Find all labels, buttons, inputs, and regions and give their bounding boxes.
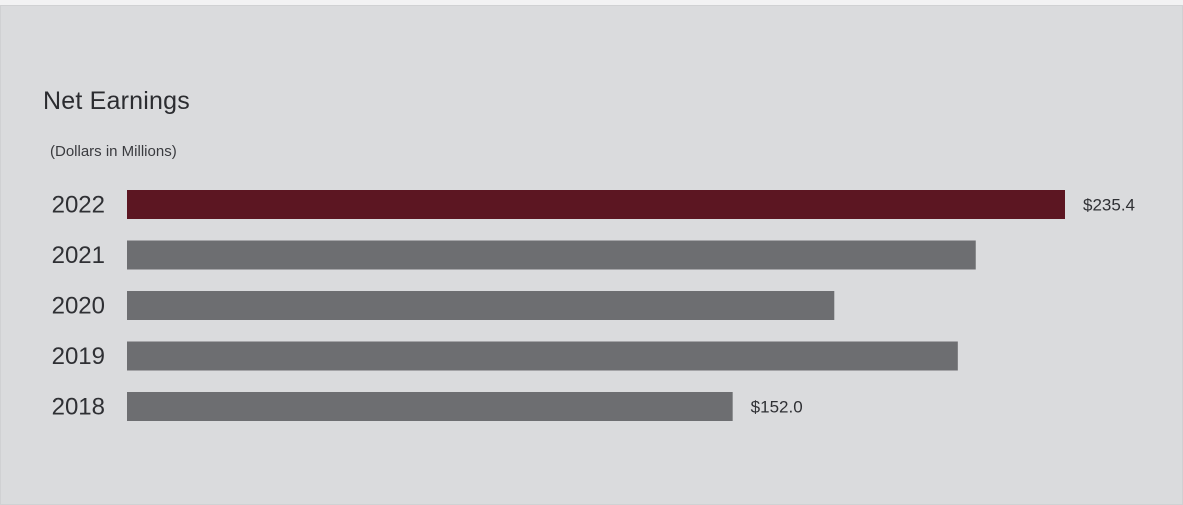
chart-subtitle: (Dollars in Millions) <box>50 143 177 160</box>
bar-2019 <box>127 341 958 371</box>
bar-2020 <box>127 291 835 320</box>
category-label-2021: 2021 <box>52 242 105 269</box>
bar-2022 <box>127 190 1065 219</box>
data-label-2022: $235.4 <box>1083 196 1135 215</box>
category-label-2019: 2019 <box>52 343 105 370</box>
data-label-2018: $152.0 <box>751 398 803 417</box>
chart-title: Net Earnings <box>43 87 190 115</box>
category-label-2018: 2018 <box>52 394 105 421</box>
category-label-2022: 2022 <box>52 192 105 219</box>
category-label-2020: 2020 <box>52 293 105 320</box>
bar-2018 <box>127 392 733 421</box>
bar-2021 <box>127 240 976 270</box>
